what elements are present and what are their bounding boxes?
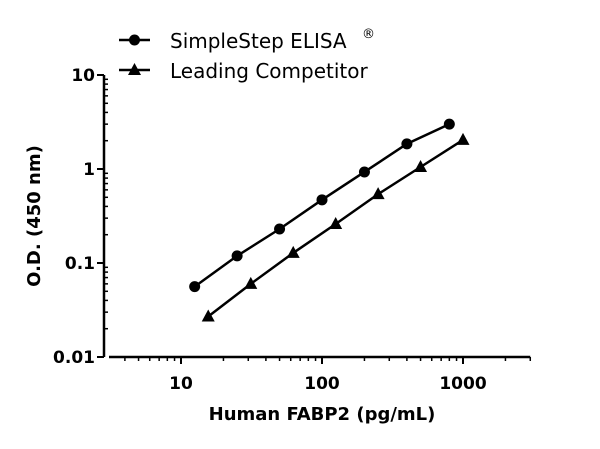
y-tick-label: 0.1 [65, 254, 95, 274]
legend: SimpleStep ELISA ® Leading Competitor [119, 27, 375, 83]
circle-marker-icon [316, 194, 328, 206]
registered-mark: ® [362, 27, 375, 42]
y-tick-label: 10 [71, 66, 95, 86]
circle-marker-icon [401, 138, 413, 150]
triangle-marker-icon [244, 276, 258, 289]
circle-marker-icon [129, 34, 140, 46]
circle-marker-icon [189, 281, 201, 293]
triangle-marker-icon [201, 309, 215, 322]
circle-marker-icon [358, 166, 370, 178]
y-axis-title: O.D. (450 nm) [24, 145, 45, 287]
triangle-marker-icon [128, 63, 141, 75]
x-tick-label: 1000 [439, 374, 486, 394]
legend-item-simplestep: SimpleStep ELISA ® [119, 27, 375, 53]
legend-label-competitor: Leading Competitor [170, 59, 368, 83]
triangle-marker-icon [456, 132, 470, 145]
data-series [189, 118, 470, 322]
x-tick-label: 10 [169, 374, 193, 394]
axes: 0.01 0.1 1 10 10 100 1000 [53, 66, 532, 394]
x-axis-title: Human FABP2 (pg/mL) [209, 404, 436, 425]
y-tick-label: 0.01 [53, 348, 95, 368]
series-line [193, 123, 450, 288]
triangle-marker-icon [414, 160, 428, 173]
triangle-marker-icon [371, 187, 385, 200]
series-simplestep [189, 118, 455, 293]
y-tick-label: 1 [83, 160, 95, 180]
legend-label-simplestep: SimpleStep ELISA [170, 29, 347, 53]
series-competitor [201, 132, 470, 322]
triangle-marker-icon [329, 216, 343, 229]
circle-marker-icon [443, 118, 455, 130]
circle-marker-icon [274, 223, 286, 235]
circle-marker-icon [231, 250, 243, 262]
x-tick-label: 100 [304, 374, 340, 394]
triangle-marker-icon [286, 245, 300, 258]
legend-item-competitor: Leading Competitor [119, 59, 368, 83]
